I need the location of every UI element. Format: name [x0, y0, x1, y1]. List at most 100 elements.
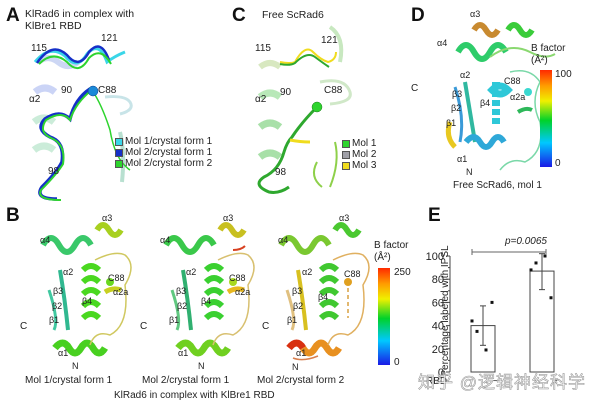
residue-label-90: 90: [61, 85, 73, 96]
residue-label-98: 98: [275, 167, 287, 178]
svg-text:80: 80: [432, 274, 444, 286]
strand-label-beta1: β1: [287, 315, 298, 325]
legend-swatch: [115, 137, 123, 146]
svg-text:40: 40: [432, 321, 444, 333]
legend-item: Mol 3: [342, 160, 376, 171]
terminus-label-c: C: [411, 83, 419, 94]
helix-label-alpha1: α1: [58, 348, 69, 358]
residue-label-c88: C88: [344, 269, 361, 279]
helix-label-alpha4: α4: [160, 235, 171, 245]
panel-b-group-caption: KlRad6 in complex with KlBre1 RBD: [114, 390, 275, 401]
colorbar-b-max: 250: [394, 267, 411, 278]
terminus-label-c: C: [262, 321, 270, 332]
panel-a-title: KlRad6 in complex with KlBre1 RBD: [25, 8, 135, 33]
helix-label-alpha2: α2: [186, 267, 197, 277]
colorbar-d-min: 0: [555, 158, 561, 169]
terminus-label-n: N: [198, 361, 205, 371]
helix-label-alpha1: α1: [178, 348, 189, 358]
legend-item: Mol 2: [342, 149, 376, 160]
helix-label-alpha4: α4: [40, 235, 51, 245]
terminus-label-c: C: [140, 321, 148, 332]
svg-text:60: 60: [432, 297, 444, 309]
x-tick-plus: +: [552, 376, 558, 387]
helix-label-alpha2a: α2a: [113, 287, 129, 297]
residue-label-115: 115: [31, 43, 47, 54]
data-point: [484, 348, 488, 352]
residue-label-98: 98: [48, 166, 60, 177]
panel-b-structure-1: [40, 222, 132, 357]
residue-label-c88: C88: [504, 76, 521, 86]
colorbar-b-title: B factor (Å²): [374, 240, 409, 263]
panel-letter-b: B: [6, 205, 20, 226]
bar-chart: 0 20 40 60 80 100: [426, 249, 555, 379]
colorbar-d-max: 100: [555, 69, 572, 80]
strand-label-beta1: β1: [169, 315, 180, 325]
panel-letter-c: C: [232, 5, 246, 26]
legend-item: Mol 2/crystal form 2: [115, 158, 212, 169]
residue-label-c88: C88: [324, 85, 343, 96]
strand-label-beta1: β1: [446, 118, 457, 128]
data-point: [534, 261, 538, 265]
colorbar-b: [378, 268, 390, 365]
strand-label-beta2: β2: [293, 301, 304, 311]
panel-a-legend: Mol 1/crystal form 1 Mol 2/crystal form …: [115, 136, 212, 169]
residue-label-c88: C88: [98, 85, 117, 96]
panel-c-legend: Mol 1 Mol 2 Mol 3: [342, 138, 376, 171]
data-point: [543, 254, 547, 258]
panel-d-caption: Free ScRad6, mol 1: [453, 180, 542, 191]
helix-label-alpha2: α2: [255, 94, 267, 105]
residue-label-121: 121: [321, 35, 338, 46]
panel-b-structure-3: [278, 222, 370, 361]
svg-text:100: 100: [426, 251, 444, 263]
x-row-label-rbd: RBD: [426, 376, 448, 387]
svg-text:20: 20: [432, 344, 444, 356]
data-point: [529, 268, 533, 272]
strand-label-beta3: β3: [176, 286, 187, 296]
residue-label-90: 90: [280, 87, 292, 98]
strand-label-beta4: β4: [201, 296, 212, 306]
colorbar-d: [540, 70, 552, 167]
helix-label-alpha3: α3: [339, 213, 350, 223]
bars: [470, 253, 555, 373]
data-point: [549, 296, 553, 300]
watermark: 知乎 @逻辑神经科学: [418, 373, 586, 393]
helix-label-alpha3: α3: [470, 9, 481, 19]
data-point: [470, 319, 474, 323]
helix-label-alpha3: α3: [102, 213, 113, 223]
strand-label-beta4: β4: [480, 98, 491, 108]
legend-swatch: [342, 139, 350, 148]
panel-letter-e: E: [428, 205, 441, 226]
colorbar-b-min: 0: [394, 357, 400, 368]
helix-label-alpha2a: α2a: [235, 287, 251, 297]
residue-label-c88: C88: [108, 273, 125, 283]
legend-item: Mol 1/crystal form 1: [115, 136, 212, 147]
helix-label-alpha1: α1: [457, 154, 468, 164]
residue-label-121: 121: [101, 33, 118, 44]
legend-swatch: [115, 159, 123, 168]
strand-label-beta3: β3: [53, 286, 64, 296]
helix-label-alpha2: α2: [63, 267, 74, 277]
residue-label-115: 115: [255, 43, 271, 54]
helix-label-alpha3: α3: [223, 213, 234, 223]
data-point: [490, 300, 494, 304]
strand-label-beta2: β2: [52, 301, 63, 311]
panel-a-structure: [31, 45, 133, 201]
strand-label-beta3: β3: [292, 286, 303, 296]
legend-item: Mol 1: [342, 138, 376, 149]
colorbar-d-title: B factor (Å²): [531, 43, 566, 66]
helix-label-alpha2a: α2a: [510, 92, 526, 102]
strand-label-beta2: β2: [177, 301, 188, 311]
legend-swatch: [342, 150, 350, 159]
data-point: [475, 329, 479, 333]
helix-label-alpha4: α4: [437, 38, 448, 48]
helix-label-alpha1: α1: [296, 348, 307, 358]
legend-item: Mol 2/crystal form 1: [115, 147, 212, 158]
helix-label-alpha2: α2: [460, 70, 471, 80]
panel-b-caption-3: Mol 2/crystal form 2: [257, 375, 345, 386]
legend-swatch: [342, 161, 350, 170]
strand-label-beta3: β3: [452, 89, 463, 99]
panel-letter-d: D: [411, 5, 425, 26]
helix-label-alpha2: α2: [29, 94, 41, 105]
residue-label-c88: C88: [229, 273, 246, 283]
panel-c-structure: [257, 25, 352, 194]
